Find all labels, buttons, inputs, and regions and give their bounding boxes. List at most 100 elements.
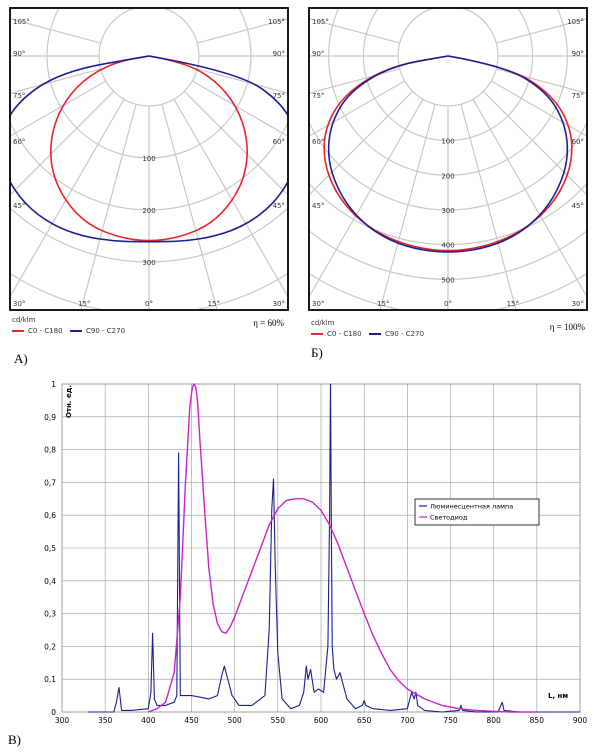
panel-label-b-wrap: Б)	[311, 345, 323, 360]
spectrum-x-tick-label: 450	[184, 716, 199, 725]
polar-b-grid-spoke	[491, 80, 586, 137]
polar-a-grid-spoke	[11, 18, 101, 44]
polar-a-angle-label-right: 60°	[273, 138, 285, 146]
polar-a-angle-label-left: 105°	[13, 18, 30, 26]
spectrum-y-tick-label: 0,6	[44, 511, 56, 520]
polar-b-series-c90-c270	[327, 55, 569, 253]
spectrum-y-tick-label: 0,2	[44, 642, 56, 651]
polar-b-angle-label-right: 60°	[572, 138, 584, 146]
polar-a-radial-tick-label: 200	[142, 207, 155, 215]
polar-b-legend-c90: C90 - C270	[385, 330, 424, 338]
polar-b-grid-spoke	[310, 90, 414, 195]
spectrum-series	[87, 383, 580, 713]
spectrum-x-tick-label: 550	[271, 716, 286, 725]
spectrum-x-tick-label: 350	[98, 716, 113, 725]
spectrum-y-tick-label: 0,3	[44, 610, 56, 619]
polar-b-grid-spoke	[310, 99, 424, 297]
polar-b-labels: 100 200 300 400 500 105° 90° 75° 60° 45° 30° 15° 105…	[312, 18, 584, 308]
polar-b-unit-label: cd/klm	[311, 319, 335, 327]
polar-b-grid-spoke	[496, 68, 586, 94]
panel-label-v: В)	[8, 732, 21, 747]
polar-a-grid-spoke	[197, 18, 287, 44]
polar-a-angle-label-right: 45°	[273, 202, 285, 210]
polar-b-grid	[310, 9, 586, 309]
polar-a-grid-spoke	[197, 68, 287, 94]
spectrum-y-tick-label: 0,1	[44, 675, 56, 684]
spectrum-y-tick-label: 0,5	[44, 544, 56, 553]
polar-a-angle-label-zero: 0°	[145, 300, 153, 308]
polar-a-angle-label-left: 60°	[13, 138, 25, 146]
polar-b-radial-tick-label: 500	[441, 276, 454, 284]
polar-chart-a: 100 200 300 105° 90° 75° 60° 45° 30° 15° 105° 90° 75…	[9, 7, 289, 335]
spectrum-x-tick-label: 700	[400, 716, 415, 725]
polar-a-legend-c0: C0 - C180	[28, 327, 63, 335]
polar-b-angle-label-left: 30°	[312, 300, 324, 308]
polar-a-angle-label-left: 75°	[13, 92, 25, 100]
polar-a-grid-spoke	[11, 68, 101, 94]
polar-b-series-c0-c180	[323, 55, 573, 252]
polar-b-angle-label-right: 90°	[572, 50, 584, 58]
spectrum-ylabel: Отн. ед.	[65, 385, 73, 418]
polar-a-grid-spoke	[11, 99, 125, 297]
polar-b-grid-spoke	[379, 104, 436, 309]
polar-a-grid-spoke	[80, 104, 137, 309]
spectrum-x-tick-label: 900	[573, 716, 588, 725]
spectrum-x-tick-label: 600	[314, 716, 329, 725]
polar-b-grid-spoke	[472, 99, 586, 297]
polar-a-angle-label-left: 15°	[78, 300, 90, 308]
polar-b-angle-label-right: 15°	[507, 300, 519, 308]
polar-a-grid-spoke	[11, 90, 115, 195]
polar-b-radial-tick-label: 100	[441, 138, 454, 146]
polar-a-grid-spoke	[161, 104, 218, 309]
polar-b-radial-tick-label: 200	[441, 172, 454, 180]
polar-a-angle-label-right: 15°	[208, 300, 220, 308]
polar-a-series-c0-c180	[50, 55, 248, 242]
spectrum-y-tick-label: 0,7	[44, 478, 56, 487]
panel-label-b: Б)	[311, 345, 323, 360]
polar-b-angle-label-left: 60°	[312, 138, 324, 146]
polar-b-angle-label-left: 75°	[312, 92, 324, 100]
polar-b-grid-spoke	[310, 18, 400, 44]
polar-a-angle-label-right: 75°	[273, 92, 285, 100]
spectrum-y-tick-label: 0,9	[44, 413, 56, 422]
polar-a-grid-spoke	[183, 90, 287, 195]
polar-a-curves	[11, 55, 287, 243]
polar-a-angle-label-right: 90°	[273, 50, 285, 58]
panel-label-a-wrap: А)	[14, 351, 28, 366]
polar-b-efficiency: η = 100%	[550, 322, 586, 332]
polar-a-grid-spoke	[192, 80, 287, 137]
spectrum-x-tick-label: 750	[443, 716, 458, 725]
polar-b-grid-spoke	[310, 68, 400, 94]
spectrum-tick-labels: 300 350 400 450 500 550 600 650 700 750 800 850 900 0…	[44, 380, 587, 725]
spectrum-x-tick-label: 500	[228, 716, 243, 725]
polar-b-angle-label-left: 105°	[312, 18, 329, 26]
spectrum-x-tick-label: 850	[530, 716, 545, 725]
polar-b-angle-label-right: 30°	[572, 300, 584, 308]
polar-a-legend-c90: C90 - C270	[86, 327, 125, 335]
panel-label-a: А)	[14, 351, 28, 366]
polar-b-angle-label-left: 15°	[377, 300, 389, 308]
polar-b-radial-tick-label: 400	[441, 242, 454, 250]
spectrum-y-tick-label: 1	[51, 380, 56, 389]
spectrum-x-tick-label: 400	[141, 716, 156, 725]
polar-b-grid-spoke	[310, 80, 405, 137]
polar-a-angle-label-left: 45°	[13, 202, 25, 210]
polar-a-radial-tick-label: 300	[142, 259, 155, 267]
polar-b-grid-spoke	[482, 90, 586, 195]
spectrum-grid	[61, 383, 581, 713]
spectrum-x-tick-label: 800	[487, 716, 502, 725]
polar-a-angle-label-left: 90°	[13, 50, 25, 58]
spectrum-series-fluorescent-lamp	[87, 383, 580, 713]
polar-a-unit-label: cd/klm	[12, 316, 36, 324]
polar-b-angle-label-left: 90°	[312, 50, 324, 58]
polar-a-grid-spoke	[173, 99, 287, 297]
spectrum-series-led	[148, 383, 537, 713]
polar-a-grid-spoke	[11, 80, 106, 137]
spectrum-y-tick-label: 0	[51, 708, 56, 717]
polar-b-angle-label-right: 105°	[567, 18, 584, 26]
polar-a-series-c90-c270	[11, 55, 287, 243]
polar-a-efficiency: η = 60%	[253, 318, 284, 328]
spectrum-legend-lamp: Люминесцентная лампа	[430, 503, 513, 511]
spectrum-y-tick-label: 0,4	[44, 577, 56, 586]
spectrum-legend-led: Светодиод	[430, 514, 468, 522]
